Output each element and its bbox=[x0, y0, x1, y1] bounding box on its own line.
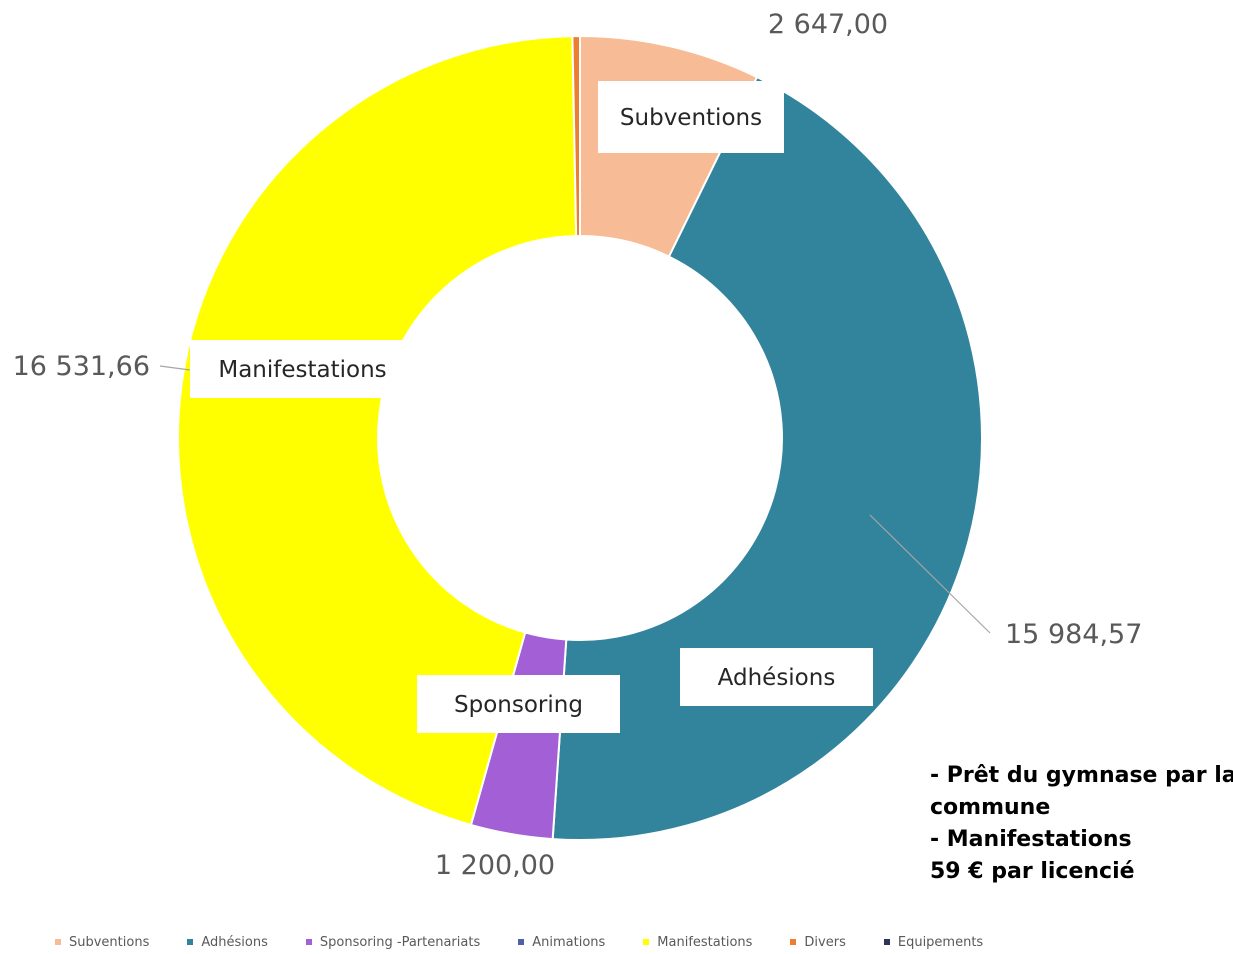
legend-label: Adhésions bbox=[201, 934, 268, 950]
labels-group: 2 647,00 Subventions 15 984,57 Adhésions 1 2… bbox=[13, 9, 1143, 881]
value-label-adhesions: 15 984,57 bbox=[1005, 619, 1142, 650]
category-label-box-sponsoring-partenariats bbox=[417, 675, 620, 733]
chart-legend: Subventions Adhésions Sponsoring -Partenar… bbox=[55, 932, 1205, 952]
slice-manifestations bbox=[177, 35, 578, 827]
legend-item-divers: Divers bbox=[790, 934, 846, 950]
legend-item-adhesions: Adhésions bbox=[187, 935, 268, 950]
value-label-subventions: 2 647,00 bbox=[768, 9, 888, 40]
category-label-box-subventions bbox=[598, 81, 784, 153]
side-note: - Prêt du gymnase par la commune - Manif… bbox=[930, 760, 1233, 888]
legend-item-animations: Animations bbox=[518, 935, 605, 950]
legend-item-sponsoring-partenariats: Sponsoring -Partenariats bbox=[305, 934, 481, 950]
category-label-subventions: Subventions bbox=[620, 105, 762, 131]
note-line-1: - Prêt du gymnase par la bbox=[930, 763, 1233, 788]
value-label-manifestations: 16 531,66 bbox=[13, 351, 150, 382]
leader-lines-group bbox=[159, 365, 991, 634]
legend-label: Sponsoring -Partenariats bbox=[319, 934, 481, 950]
value-label-sponsoring-partenariats: 1 200,00 bbox=[435, 850, 555, 881]
legend-swatch bbox=[518, 939, 525, 945]
legend-item-manifestations: Manifestations bbox=[643, 935, 752, 950]
legend-swatch bbox=[790, 939, 797, 945]
slice-divers bbox=[571, 34, 581, 238]
legend-label: Subventions bbox=[69, 934, 150, 950]
legend-label: Divers bbox=[804, 934, 846, 950]
category-label-sponsoring-partenariats: Sponsoring bbox=[454, 692, 583, 718]
category-label-adhesions: Adhésions bbox=[718, 665, 836, 691]
note-line-4: 59 € par licencié bbox=[930, 859, 1135, 884]
legend-label: Manifestations bbox=[657, 934, 753, 950]
legend-swatch bbox=[187, 939, 194, 945]
note-line-2: commune bbox=[930, 795, 1051, 820]
legend-swatch bbox=[305, 939, 312, 945]
category-label-box-manifestations bbox=[190, 340, 415, 398]
slice-adhesions bbox=[551, 75, 983, 841]
legend-item-subventions: Subventions bbox=[55, 935, 149, 950]
legend-swatch bbox=[643, 939, 650, 945]
legend-swatch bbox=[55, 939, 61, 945]
leader-line-adhesions bbox=[869, 514, 991, 634]
legend-item-equipements: Equipements bbox=[883, 934, 984, 950]
category-label-box-adhesions bbox=[680, 648, 873, 706]
category-label-manifestations: Manifestations bbox=[218, 357, 386, 383]
slices-group bbox=[177, 34, 983, 841]
legend-label: Animations bbox=[532, 934, 606, 950]
legend-swatch bbox=[883, 939, 890, 945]
note-line-3: - Manifestations bbox=[930, 827, 1132, 852]
leader-line-manifestations bbox=[159, 365, 191, 371]
legend-label: Equipements bbox=[897, 934, 984, 950]
